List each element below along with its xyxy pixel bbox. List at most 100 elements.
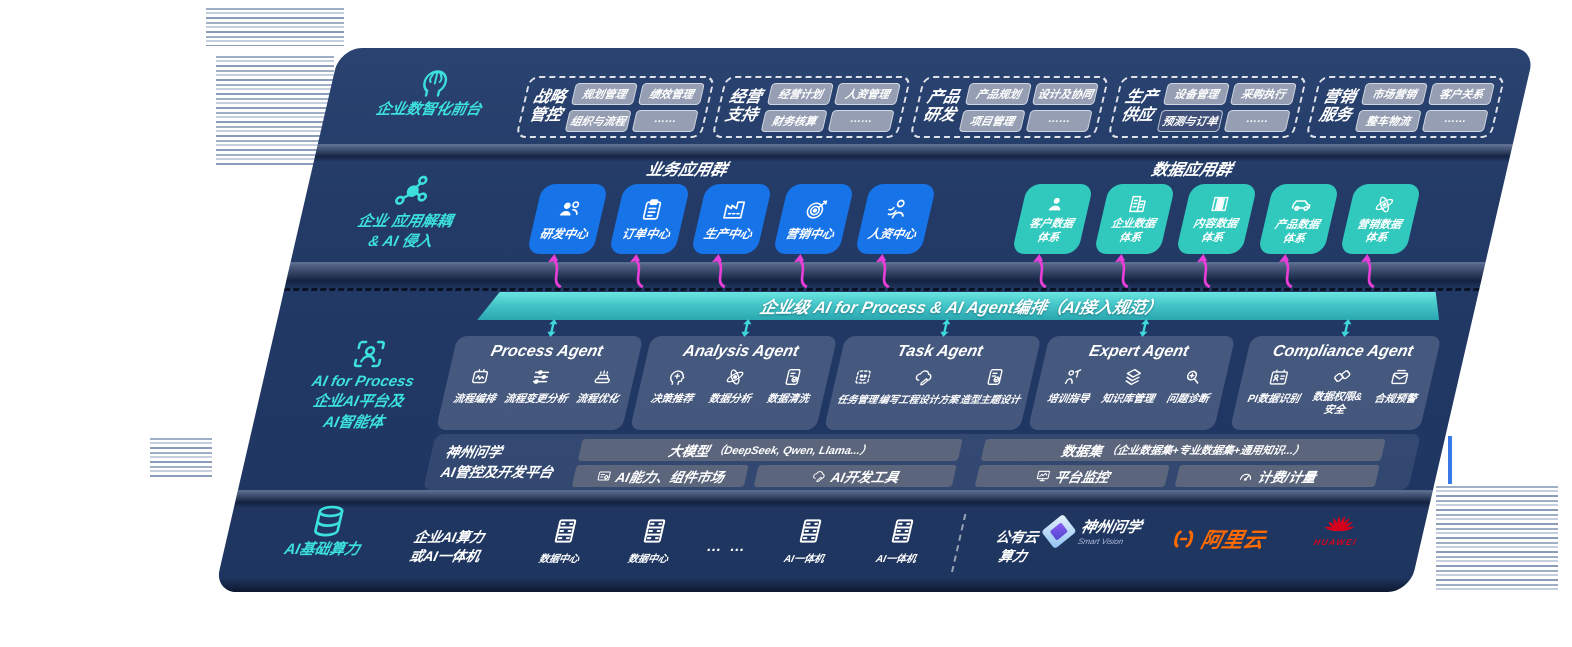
magenta-arrow — [1278, 254, 1293, 289]
stripe-decoration-top-left — [206, 8, 344, 46]
chip: 项目管理 — [958, 109, 1026, 132]
analysis-agent-card: Analysis Agent 决策推荐 数据分析 数据清洗 — [629, 336, 838, 430]
chip-highlight: 预测与订单 — [1156, 109, 1224, 132]
updown-arrow — [940, 319, 951, 337]
data-clean-icon — [785, 368, 801, 386]
person-scan-icon — [353, 340, 386, 368]
process-agent-card: Process Agent 流程编排 流程变更分析 流程优化 — [435, 336, 644, 430]
ai-capability-box: AI能力、组件市场 — [571, 465, 749, 487]
group-product-rd: 产品 研发 产品规划 设计及协同 项目管理 …… — [909, 76, 1110, 138]
group-production-supply: 生产 供应 设备管理 采购执行 预测与订单 …… — [1107, 76, 1308, 138]
chip: 人资管理 — [833, 82, 902, 105]
group-operation-support: 经营 支持 经营计划 人资管理 财务核算 …… — [711, 76, 912, 138]
huawei-flower-icon — [1324, 515, 1354, 532]
chip: 产品规划 — [964, 82, 1033, 105]
layers-icon — [1124, 368, 1142, 386]
magenta-arrow — [793, 254, 808, 289]
group-name: 生产 — [1123, 89, 1160, 107]
platform-monitor-box: 平台监控 — [974, 465, 1170, 487]
updown-arrow — [547, 319, 558, 337]
front-layer-title: 企业数智化前台 — [374, 101, 484, 118]
gauge-icon — [1239, 473, 1253, 481]
books-icon — [1211, 197, 1229, 212]
sliders-icon — [532, 370, 550, 384]
link-shield-icon — [1332, 369, 1353, 383]
brain-head-icon — [420, 70, 450, 97]
stripe-decoration-left — [216, 56, 334, 168]
huawei-logo: HUAWEI — [1313, 510, 1365, 547]
dev-tools-icon — [812, 471, 826, 483]
ai-layer-label: AI for Process 企业AI平台及 AI智能体 — [271, 336, 453, 433]
chip: …… — [1223, 109, 1291, 132]
app-order-center: 订单中心 — [608, 184, 691, 254]
chip: …… — [1421, 109, 1489, 132]
chip: 采购执行 — [1229, 82, 1298, 105]
person-icon — [1048, 198, 1064, 211]
magenta-arrow — [547, 254, 562, 289]
data-marketing-system: 营销数据 体系 — [1339, 184, 1422, 254]
updown-arrow — [1341, 319, 1352, 337]
compliance-agent-card: Compliance Agent PI数据识别 数据权限&安全 合规预警 — [1229, 336, 1442, 430]
stripe-decoration-bottom-right — [1436, 486, 1558, 592]
smart-vision-logo: 神州问学 Smart Vision — [1041, 513, 1144, 549]
decouple-layer-title-line1: 企业 应用解耦 — [355, 213, 454, 230]
updown-arrow — [1139, 319, 1150, 337]
car-icon — [1291, 200, 1312, 212]
diagnosis-icon — [1185, 370, 1201, 384]
ai-appliance-node: AI一体机 — [850, 516, 951, 565]
decouple-layer-label: 企业 应用解耦 & AI 侵入 — [323, 172, 492, 253]
chip: 组织与流程 — [564, 109, 632, 132]
layer-separator-1 — [313, 144, 1513, 162]
infra-caption: 企业AI算力 或AI一体机 — [407, 529, 486, 564]
alibaba-bracket-icon — [1174, 530, 1194, 548]
data-apps-header: 数据应用群 — [1149, 162, 1234, 179]
app-production-center: 生产中心 — [690, 184, 773, 254]
chip: 财务核算 — [760, 109, 828, 132]
chip: 规划管理 — [570, 82, 639, 105]
target-icon — [804, 199, 827, 219]
app-rd-center: 研发中心 — [526, 184, 609, 254]
dataset-bar: 数据集 （企业数据集+专业数据集+通用知识...） — [980, 439, 1386, 461]
conveyor-icon — [593, 370, 612, 384]
chip: 经营计划 — [766, 82, 835, 105]
bottom-shadow — [214, 578, 1413, 592]
orchestration-bar: 企业级 AI for Process & AI Agent编排（AI接入规范） — [477, 292, 1445, 320]
molecule-icon — [394, 175, 432, 206]
factory-icon — [722, 200, 745, 219]
stripe-decoration-left-lower — [150, 438, 212, 480]
server-icon — [643, 519, 666, 543]
magenta-arrow — [1032, 254, 1047, 289]
infra-layer-title: AI基础算力 — [282, 541, 362, 558]
magenta-arrow — [1360, 254, 1375, 289]
building-icon — [1129, 196, 1147, 213]
ai-appliance-node: AI一体机 — [758, 516, 859, 565]
data-enterprise-system: 企业数据 体系 — [1093, 184, 1176, 254]
component-market-icon — [597, 471, 611, 481]
design-doc-icon — [987, 368, 1004, 386]
monitor-icon — [1036, 470, 1051, 482]
magenta-arrow — [629, 254, 644, 289]
infra-layer-label: AI基础算力 — [264, 502, 389, 560]
database-icon — [313, 505, 345, 537]
architecture-panel: 企业数智化前台 企业 应用解耦 & AI 侵入 AI for Process 企… — [214, 48, 1535, 592]
group-name: 营销 — [1321, 89, 1358, 107]
group-name: 产品 — [925, 89, 962, 107]
team-icon — [558, 201, 581, 217]
ai-layer-title-line2: 企业AI平台及 — [311, 393, 406, 411]
group-name: 战略 — [531, 89, 568, 107]
chip: 设备管理 — [1162, 82, 1231, 105]
atom-icon — [1372, 194, 1396, 214]
alert-mail-icon — [1391, 369, 1410, 385]
group-marketing-service: 营销 服务 市场营销 客户关系 整车物流 …… — [1305, 76, 1506, 138]
chip: 整车物流 — [1354, 109, 1422, 132]
chip: …… — [631, 109, 699, 132]
app-hr-center: 人资中心 — [854, 184, 937, 254]
ai-layer-title-line3: AI智能体 — [321, 413, 386, 431]
group-name: 经营 — [727, 89, 764, 107]
dashed-boundary-line — [283, 288, 1480, 291]
layer-separator-3 — [233, 490, 1433, 508]
magenta-arrow — [1114, 254, 1129, 289]
id-card-icon — [1269, 369, 1289, 385]
server-icon — [554, 519, 577, 543]
